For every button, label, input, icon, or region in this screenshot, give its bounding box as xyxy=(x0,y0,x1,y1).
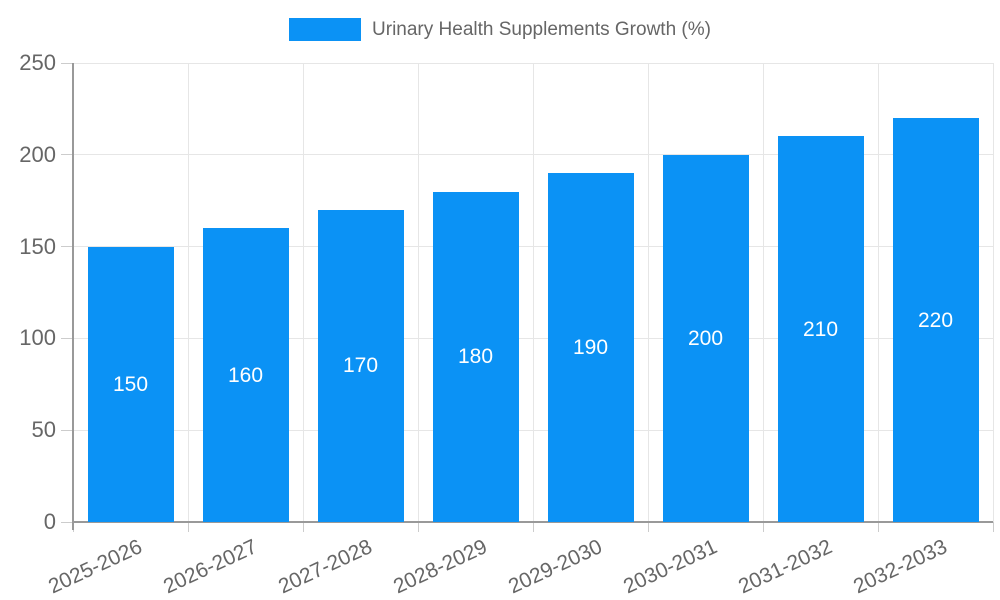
x-axis-line xyxy=(73,521,993,523)
legend-label: Urinary Health Supplements Growth (%) xyxy=(372,18,711,40)
y-axis-tick-label: 0 xyxy=(43,509,56,534)
bar-value-label: 190 xyxy=(572,336,609,360)
bar[interactable]: 190 xyxy=(547,173,634,522)
gridline-vertical xyxy=(647,63,649,522)
x-axis-category-label: 2026-2027 xyxy=(160,535,261,599)
gridline-vertical xyxy=(532,63,534,522)
x-axis-category-label: 2028-2029 xyxy=(390,535,491,599)
gridline-vertical xyxy=(417,63,419,522)
bar[interactable]: 160 xyxy=(202,228,289,522)
bar-value-label: 180 xyxy=(457,345,494,369)
y-axis-line xyxy=(72,63,74,530)
x-tick-mark xyxy=(302,522,304,532)
bar-value-label: 160 xyxy=(227,363,264,387)
gridline-vertical xyxy=(302,63,304,522)
bar[interactable]: 170 xyxy=(317,209,404,522)
gridline-vertical xyxy=(762,63,764,522)
gridline-vertical xyxy=(187,63,189,522)
y-axis-tick-label: 150 xyxy=(19,233,56,259)
x-tick-mark xyxy=(762,522,764,532)
x-tick-mark xyxy=(992,522,994,532)
y-tick-mark xyxy=(61,62,73,64)
y-axis-tick-label: 100 xyxy=(19,325,56,351)
y-tick-mark xyxy=(61,521,73,523)
x-tick-mark xyxy=(187,522,189,532)
legend-swatch xyxy=(289,18,362,41)
gridline-vertical xyxy=(877,63,879,522)
bar[interactable]: 180 xyxy=(432,191,519,522)
bar-value-label: 220 xyxy=(917,308,954,332)
bar-value-label: 200 xyxy=(687,326,724,350)
x-tick-mark xyxy=(877,522,879,532)
y-axis-tick-label: 250 xyxy=(19,50,56,75)
bar[interactable]: 150 xyxy=(87,246,174,522)
bar-value-label: 210 xyxy=(802,317,839,341)
bar-value-label: 170 xyxy=(342,354,379,378)
x-tick-mark xyxy=(532,522,534,532)
y-axis-tick-label: 200 xyxy=(19,141,56,167)
x-axis-category-label: 2025-2026 xyxy=(45,535,146,599)
x-axis-category-label: 2030-2031 xyxy=(620,535,721,599)
x-axis-category-label: 2027-2028 xyxy=(275,535,376,599)
y-tick-mark xyxy=(61,154,73,156)
bar[interactable]: 210 xyxy=(777,136,864,522)
y-axis-tick-label: 50 xyxy=(31,417,56,443)
x-axis-category-label: 2031-2032 xyxy=(735,535,836,599)
x-tick-mark xyxy=(417,522,419,532)
chart-legend[interactable]: Urinary Health Supplements Growth (%) xyxy=(0,18,1000,41)
x-axis-category-label: 2032-2033 xyxy=(850,535,951,599)
bar[interactable]: 200 xyxy=(662,154,749,522)
y-tick-mark xyxy=(61,337,73,339)
bar-value-label: 150 xyxy=(112,372,149,396)
y-tick-mark xyxy=(61,429,73,431)
bar[interactable]: 220 xyxy=(892,118,979,522)
x-tick-mark xyxy=(647,522,649,532)
y-tick-mark xyxy=(61,246,73,248)
x-axis-category-label: 2029-2030 xyxy=(505,535,606,599)
gridline-vertical xyxy=(992,63,994,522)
